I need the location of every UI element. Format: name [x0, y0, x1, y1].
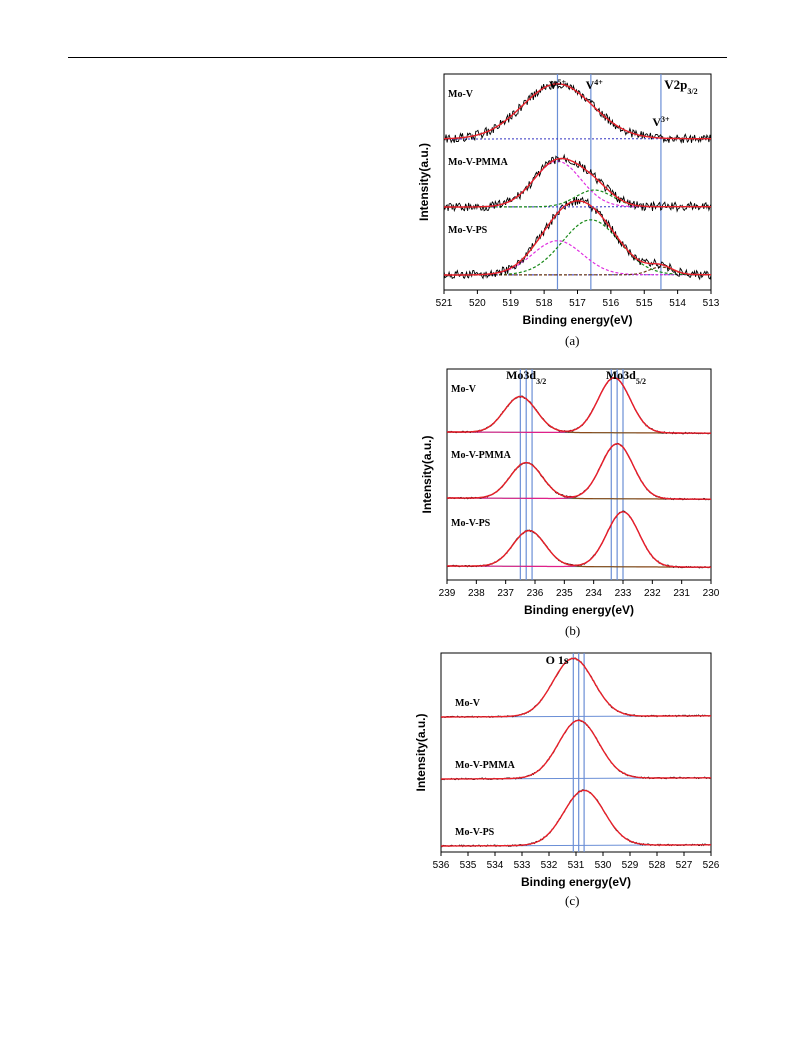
- x-tick-label: 532: [541, 860, 558, 871]
- peak-annotation: V4+: [586, 78, 604, 93]
- raw-spectrum: [443, 80, 712, 144]
- series-label: Mo-V: [451, 384, 477, 395]
- x-tick-label: 517: [569, 298, 586, 309]
- x-tick-label: 237: [497, 588, 514, 599]
- series-label: Mo-V-PMMA: [451, 450, 512, 461]
- component-peak: [447, 461, 711, 500]
- series-label: Mo-V-PS: [451, 518, 491, 529]
- series-label: Mo-V-PMMA: [448, 157, 509, 168]
- x-tick-label: 536: [433, 860, 450, 871]
- x-tick-label: 516: [603, 298, 620, 309]
- plot-frame: [440, 652, 712, 853]
- x-tick-label: 238: [468, 588, 485, 599]
- fit-envelope: [444, 200, 711, 276]
- plot-frame: [446, 368, 712, 581]
- y-axis-label: Intensity(a.u.): [414, 713, 428, 791]
- peak-annotation: O 1s: [546, 653, 569, 667]
- series-label: Mo-V: [448, 89, 474, 100]
- peak-annotation: Mo3d3/2: [506, 368, 546, 386]
- x-tick-label: 513: [703, 298, 720, 309]
- x-tick-label: 232: [644, 588, 661, 599]
- x-tick-label: 534: [487, 860, 504, 871]
- fit-envelope: [444, 83, 711, 140]
- series-label: Mo-V-PS: [455, 827, 495, 838]
- fit-envelope: [441, 657, 711, 718]
- header-rule: [68, 57, 727, 58]
- peak-annotation: V2p3/2: [664, 77, 697, 96]
- x-tick-label: 531: [568, 860, 585, 871]
- fit-envelope: [444, 157, 711, 208]
- series-label: Mo-V: [455, 698, 481, 709]
- x-axis-label: Binding energy(eV): [522, 313, 632, 327]
- x-tick-label: 514: [669, 298, 686, 309]
- caption-a: (a): [565, 333, 580, 348]
- x-tick-label: 236: [527, 588, 544, 599]
- component-peak: [447, 529, 711, 568]
- x-axis-label: Binding energy(eV): [521, 875, 631, 889]
- x-tick-label: 527: [676, 860, 693, 871]
- x-tick-label: 528: [649, 860, 666, 871]
- fit-envelope: [447, 377, 711, 434]
- fit-envelope: [447, 511, 711, 568]
- fit-envelope: [441, 789, 711, 847]
- x-tick-label: 235: [556, 588, 573, 599]
- raw-spectrum: [446, 377, 712, 435]
- x-tick-label: 530: [595, 860, 612, 871]
- caption-c: (c): [565, 893, 580, 908]
- x-tick-label: 526: [703, 860, 720, 871]
- x-tick-label: 535: [460, 860, 477, 871]
- y-axis-label: Intensity(a.u.): [417, 143, 431, 221]
- raw-spectrum: [443, 153, 712, 213]
- x-axis-label: Binding energy(eV): [524, 603, 634, 617]
- fit-envelope: [441, 719, 711, 780]
- caption-b: (b): [565, 623, 581, 638]
- peak-annotation: Mo3d5/2: [606, 368, 646, 386]
- x-tick-label: 529: [622, 860, 639, 871]
- chart-0: 521 520 519 518 517 516 515 514 513 Binding energ…: [417, 73, 720, 327]
- x-tick-label: 533: [514, 860, 531, 871]
- peak-annotation: V5+: [549, 78, 567, 93]
- peak-annotation: V3+: [652, 115, 670, 130]
- raw-spectrum: [440, 789, 712, 848]
- x-tick-label: 234: [585, 588, 602, 599]
- series-label: Mo-V-PS: [448, 225, 488, 236]
- x-tick-label: 230: [703, 588, 720, 599]
- fit-envelope: [447, 443, 711, 500]
- raw-spectrum: [443, 196, 712, 281]
- component-peak: [444, 189, 711, 208]
- plot-frame: [443, 73, 712, 291]
- x-tick-label: 521: [436, 298, 453, 309]
- component-peak: [444, 240, 711, 276]
- x-tick-label: 519: [502, 298, 519, 309]
- x-tick-label: 233: [615, 588, 632, 599]
- raw-spectrum: [440, 657, 712, 719]
- component-peak: [447, 377, 711, 434]
- y-axis-label: Intensity(a.u.): [420, 435, 434, 513]
- chart-2: 536 535 534 533 532 531 530 529 528 527 526 Binding…: [414, 652, 720, 889]
- x-tick-label: 239: [439, 588, 456, 599]
- component-peak: [444, 219, 711, 276]
- chart-1: 239 238 237 236 235 234 233 232 231 230 Binding en…: [420, 368, 720, 617]
- x-tick-label: 515: [636, 298, 653, 309]
- x-tick-label: 231: [673, 588, 690, 599]
- series-label: Mo-V-PMMA: [455, 760, 516, 771]
- x-tick-label: 518: [536, 298, 553, 309]
- x-tick-label: 520: [469, 298, 486, 309]
